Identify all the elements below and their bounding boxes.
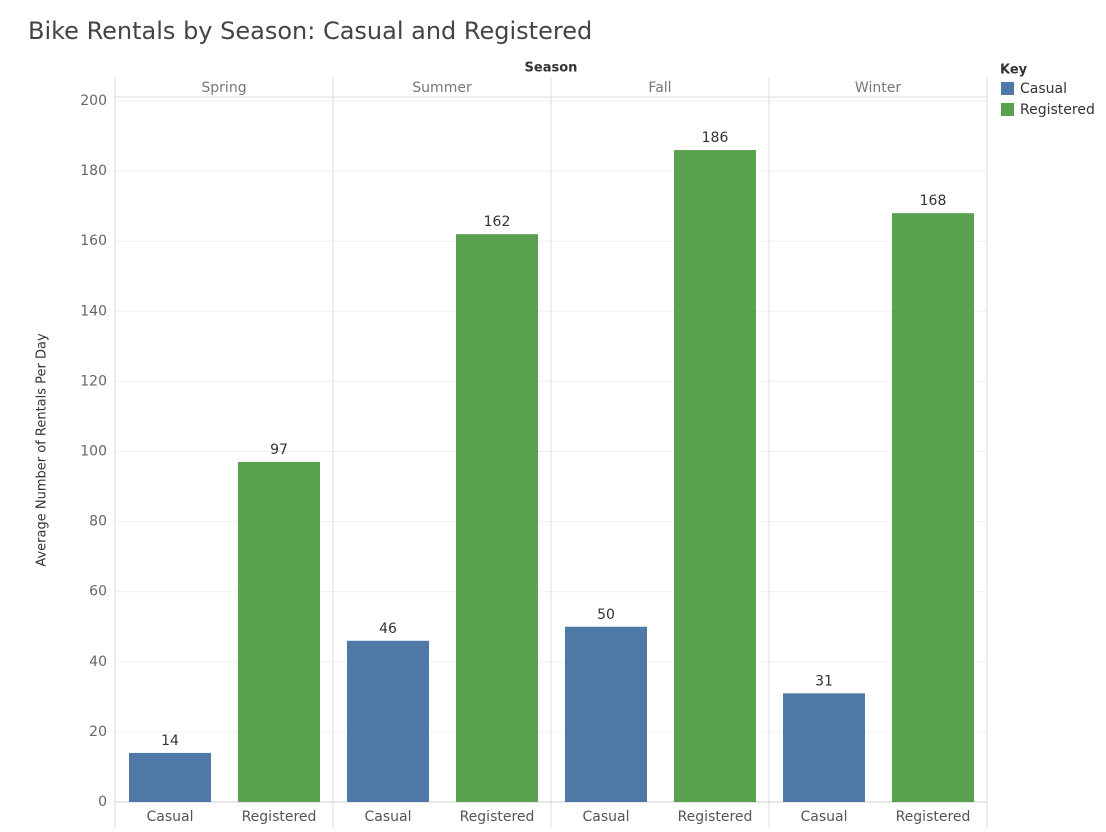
value-label: 46 <box>379 621 397 637</box>
y-tick-label: 160 <box>80 233 107 249</box>
legend-swatch <box>1001 82 1014 95</box>
y-axis-title: Average Number of Rentals Per Day <box>35 333 50 567</box>
season-label: Summer <box>412 80 472 96</box>
bar <box>783 693 865 802</box>
legend-label: Casual <box>1020 81 1067 97</box>
y-tick-label: 120 <box>80 373 107 389</box>
y-tick-label: 40 <box>89 654 107 670</box>
bar <box>347 640 429 802</box>
bar <box>238 462 320 802</box>
y-tick-label: 140 <box>80 303 107 319</box>
value-label: 162 <box>484 214 511 230</box>
bar <box>129 752 211 802</box>
value-label: 14 <box>161 733 179 749</box>
y-tick-label: 200 <box>80 93 107 109</box>
bar <box>456 234 538 802</box>
season-label: Fall <box>648 80 671 96</box>
legend-title: Key <box>1000 63 1028 78</box>
x-axis-title: Season <box>525 61 578 76</box>
x-tick-label: Registered <box>242 809 317 825</box>
y-tick-label: 80 <box>89 514 107 530</box>
bar <box>565 626 647 802</box>
value-label: 97 <box>270 442 288 458</box>
legend-swatch <box>1001 103 1014 116</box>
bar <box>892 213 974 802</box>
y-tick-label: 60 <box>89 584 107 600</box>
x-tick-label: Registered <box>896 809 971 825</box>
season-label: Spring <box>201 80 246 96</box>
chart-title: Bike Rentals by Season: Casual and Regis… <box>28 17 592 45</box>
x-tick-label: Registered <box>678 809 753 825</box>
x-tick-label: Registered <box>460 809 535 825</box>
y-tick-label: 0 <box>98 794 107 810</box>
value-label: 50 <box>597 607 615 623</box>
season-label: Winter <box>855 80 901 96</box>
value-label: 31 <box>815 673 833 689</box>
value-label: 186 <box>702 130 729 146</box>
value-label: 168 <box>920 193 947 209</box>
legend-label: Registered <box>1020 102 1095 118</box>
x-tick-label: Casual <box>147 809 194 825</box>
y-tick-label: 100 <box>80 444 107 460</box>
x-tick-label: Casual <box>365 809 412 825</box>
y-tick-label: 20 <box>89 724 107 740</box>
x-tick-label: Casual <box>801 809 848 825</box>
bar <box>674 150 756 802</box>
x-tick-label: Casual <box>583 809 630 825</box>
y-tick-label: 180 <box>80 163 107 179</box>
